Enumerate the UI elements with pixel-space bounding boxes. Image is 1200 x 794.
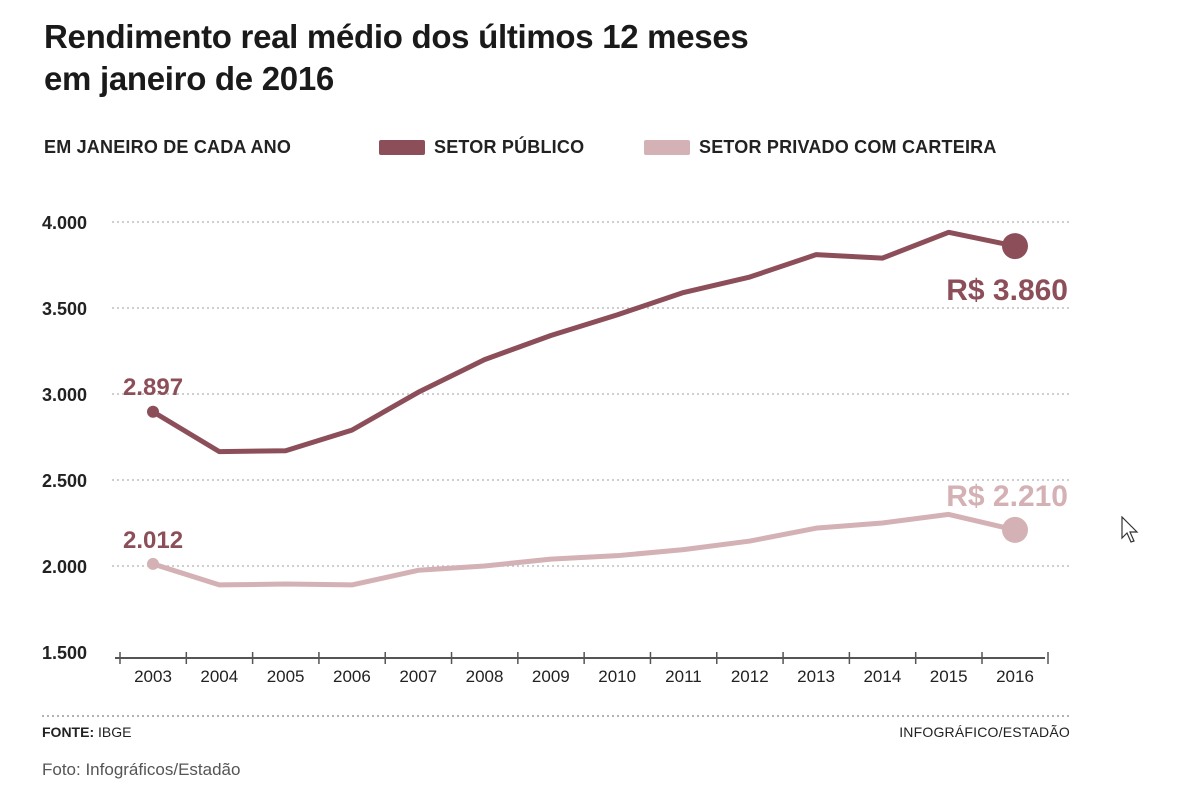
chart-title-line-1: Rendimento real médio dos últimos 12 mes… [44, 18, 749, 55]
x-tick-label: 2008 [466, 667, 504, 686]
legend-swatch-publico [379, 140, 425, 155]
x-tick-label: 2007 [399, 667, 437, 686]
x-tick-label: 2015 [930, 667, 968, 686]
data-label-publico-end: R$ 3.860 [946, 274, 1068, 307]
series-line-publico [150, 229, 1018, 455]
source-label: FONTE: [42, 724, 95, 740]
chart-title-line-2: em janeiro de 2016 [44, 60, 334, 97]
photo-caption: Foto: Infográficos/Estadão [42, 760, 241, 779]
mouse-cursor-icon [1121, 516, 1139, 543]
legend: EM JANEIRO DE CADA ANO SETOR PÚBLICO SET… [44, 134, 1074, 164]
y-tick-label: 1.500 [42, 643, 87, 663]
x-tick-label: 2011 [665, 667, 702, 686]
y-tick-label: 3.500 [42, 299, 87, 319]
data-label-privado-end: R$ 2.210 [946, 480, 1068, 513]
x-tick-label: 2013 [797, 667, 835, 686]
y-tick-label: 4.000 [42, 213, 87, 233]
x-tick-label: 2003 [134, 667, 172, 686]
y-tick-label: 2.000 [42, 557, 87, 577]
legend-label-privado: SETOR PRIVADO COM CARTEIRA [699, 137, 997, 157]
credit: INFOGRÁFICO/ESTADÃO [899, 724, 1070, 740]
source-note: FONTE: IBGE [42, 724, 131, 740]
source-value: IBGE [98, 724, 132, 740]
data-label-privado-start: 2.012 [123, 527, 183, 554]
y-tick-label: 2.500 [42, 471, 87, 491]
x-tick-label: 2004 [200, 667, 238, 686]
x-tick-label: 2014 [863, 667, 901, 686]
x-tick-label: 2012 [731, 667, 769, 686]
legend-label-publico: SETOR PÚBLICO [434, 137, 585, 157]
x-tick-label: 2010 [598, 667, 636, 686]
x-tick-label: 2009 [532, 667, 570, 686]
end-point-publico [1002, 233, 1028, 260]
y-tick-label: 3.000 [42, 385, 87, 405]
series-line-privado [150, 511, 1018, 588]
x-tick-label: 2006 [333, 667, 371, 686]
start-point-publico [147, 405, 159, 418]
chart-title: Rendimento real médio dos últimos 12 mes… [44, 16, 944, 100]
data-label-publico-start: 2.897 [123, 374, 183, 401]
start-point-privado [147, 557, 159, 570]
x-tick-label: 2005 [267, 667, 305, 686]
legend-swatch-privado [644, 140, 690, 155]
legend-note: EM JANEIRO DE CADA ANO [44, 137, 292, 157]
x-tick-label: 2016 [996, 667, 1034, 686]
end-point-privado [1002, 516, 1028, 543]
